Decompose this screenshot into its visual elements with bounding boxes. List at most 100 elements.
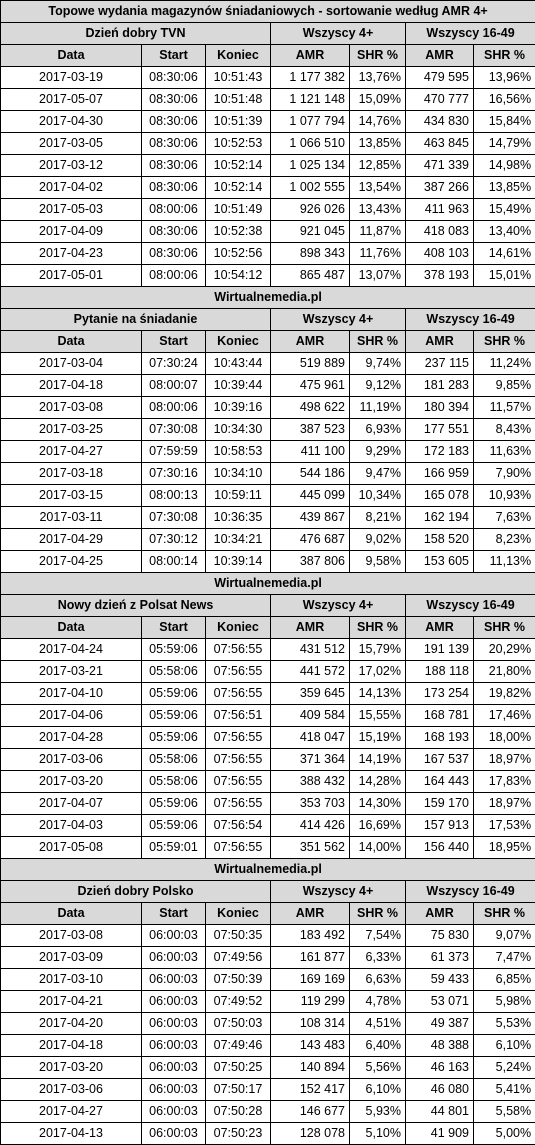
cell-start: 06:00:03 <box>142 947 206 969</box>
cell-shr-16-49: 5,98% <box>474 991 535 1013</box>
cell-amr-16-49: 378 193 <box>406 265 474 287</box>
cell-shr-4plus: 9,12% <box>350 375 406 397</box>
cell-shr-4plus: 6,33% <box>350 947 406 969</box>
col-shr-4plus-header: SHR % <box>350 903 406 925</box>
cell-amr-16-49: 188 118 <box>406 661 474 683</box>
cell-amr-4plus: 119 299 <box>271 991 350 1013</box>
cell-date: 2017-04-29 <box>1 529 142 551</box>
cell-shr-4plus: 6,63% <box>350 969 406 991</box>
cell-shr-4plus: 11,76% <box>350 243 406 265</box>
cell-shr-16-49: 6,10% <box>474 1035 535 1057</box>
cell-shr-16-49: 19,82% <box>474 683 535 705</box>
cell-shr-16-49: 5,41% <box>474 1079 535 1101</box>
col-amr-4plus-header: AMR <box>271 903 350 925</box>
cell-shr-16-49: 13,85% <box>474 177 535 199</box>
cell-end: 07:50:28 <box>206 1101 271 1123</box>
cell-shr-4plus: 9,47% <box>350 463 406 485</box>
cell-end: 07:50:03 <box>206 1013 271 1035</box>
cell-amr-16-49: 53 071 <box>406 991 474 1013</box>
cell-shr-16-49: 5,53% <box>474 1013 535 1035</box>
cell-amr-4plus: 445 099 <box>271 485 350 507</box>
cell-shr-16-49: 6,85% <box>474 969 535 991</box>
cell-start: 08:30:06 <box>142 67 206 89</box>
cell-end: 07:56:55 <box>206 661 271 683</box>
cell-date: 2017-04-20 <box>1 1013 142 1035</box>
cell-date: 2017-04-03 <box>1 815 142 837</box>
cell-amr-16-49: 61 373 <box>406 947 474 969</box>
cell-date: 2017-04-07 <box>1 793 142 815</box>
cell-shr-4plus: 13,85% <box>350 133 406 155</box>
col-amr-4plus-header: AMR <box>271 331 350 353</box>
cell-shr-16-49: 17,46% <box>474 705 535 727</box>
cell-end: 10:52:53 <box>206 133 271 155</box>
cell-start: 05:58:06 <box>142 661 206 683</box>
cell-date: 2017-04-13 <box>1 1123 142 1145</box>
col-shr-16-49-header: SHR % <box>474 617 535 639</box>
section-title: Pytanie na śniadanie <box>1 309 271 331</box>
cell-amr-4plus: 1 066 510 <box>271 133 350 155</box>
cell-end: 07:50:17 <box>206 1079 271 1101</box>
cell-amr-16-49: 48 388 <box>406 1035 474 1057</box>
cell-amr-16-49: 162 194 <box>406 507 474 529</box>
cell-date: 2017-04-27 <box>1 1101 142 1123</box>
cell-amr-4plus: 359 645 <box>271 683 350 705</box>
cell-amr-16-49: 168 193 <box>406 727 474 749</box>
cell-start: 08:00:06 <box>142 397 206 419</box>
cell-start: 08:00:07 <box>142 375 206 397</box>
cell-shr-16-49: 13,40% <box>474 221 535 243</box>
cell-amr-16-49: 153 605 <box>406 551 474 573</box>
col-start-header: Start <box>142 331 206 353</box>
separator-label: Wirtualnemedia.pl <box>1 859 535 881</box>
cell-shr-4plus: 12,85% <box>350 155 406 177</box>
cell-end: 10:39:16 <box>206 397 271 419</box>
cell-amr-16-49: 387 266 <box>406 177 474 199</box>
cell-shr-16-49: 7,47% <box>474 947 535 969</box>
cell-amr-4plus: 498 622 <box>271 397 350 419</box>
cell-amr-4plus: 418 047 <box>271 727 350 749</box>
cell-shr-4plus: 11,19% <box>350 397 406 419</box>
cell-end: 07:50:25 <box>206 1057 271 1079</box>
cell-amr-4plus: 387 523 <box>271 419 350 441</box>
cell-shr-4plus: 9,74% <box>350 353 406 375</box>
cell-amr-16-49: 172 183 <box>406 441 474 463</box>
cell-end: 07:56:55 <box>206 771 271 793</box>
cell-end: 10:34:21 <box>206 529 271 551</box>
col-amr-16-49-header: AMR <box>406 331 474 353</box>
col-start-header: Start <box>142 45 206 67</box>
cell-shr-4plus: 14,76% <box>350 111 406 133</box>
cell-start: 05:59:06 <box>142 683 206 705</box>
cell-start: 07:30:12 <box>142 529 206 551</box>
cell-shr-4plus: 7,54% <box>350 925 406 947</box>
separator-label: Wirtualnemedia.pl <box>1 287 535 309</box>
cell-date: 2017-03-09 <box>1 947 142 969</box>
cell-amr-4plus: 544 186 <box>271 463 350 485</box>
cell-start: 08:30:06 <box>142 243 206 265</box>
cell-end: 10:54:12 <box>206 265 271 287</box>
cell-amr-16-49: 166 959 <box>406 463 474 485</box>
cell-amr-4plus: 353 703 <box>271 793 350 815</box>
cell-end: 07:49:56 <box>206 947 271 969</box>
cell-shr-4plus: 17,02% <box>350 661 406 683</box>
section-title: Dzień dobry Polsko <box>1 881 271 903</box>
cell-date: 2017-04-02 <box>1 177 142 199</box>
cell-shr-4plus: 13,76% <box>350 67 406 89</box>
cell-end: 07:49:46 <box>206 1035 271 1057</box>
cell-start: 08:00:13 <box>142 485 206 507</box>
cell-shr-4plus: 9,29% <box>350 441 406 463</box>
cell-start: 08:00:06 <box>142 265 206 287</box>
cell-amr-4plus: 411 100 <box>271 441 350 463</box>
cell-date: 2017-03-25 <box>1 419 142 441</box>
cell-shr-16-49: 21,80% <box>474 661 535 683</box>
cell-shr-16-49: 18,95% <box>474 837 535 859</box>
cell-date: 2017-04-24 <box>1 639 142 661</box>
